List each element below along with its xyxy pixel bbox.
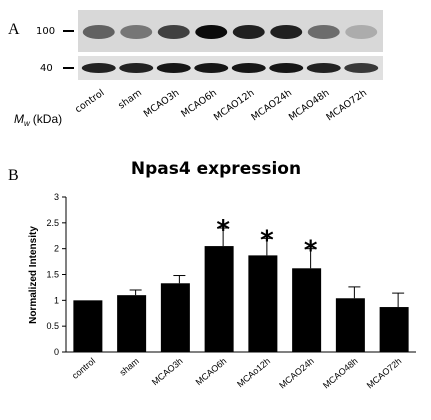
lane-label: MCAO24h bbox=[249, 87, 294, 123]
band-40 bbox=[269, 63, 304, 73]
x-tick-label: MCAO3h bbox=[150, 356, 185, 387]
significance-marker: * bbox=[260, 225, 274, 255]
band-100 bbox=[120, 25, 153, 39]
bar bbox=[204, 246, 234, 352]
bar bbox=[292, 268, 322, 352]
y-tick-label: 1.5 bbox=[46, 270, 59, 280]
band-100 bbox=[195, 25, 228, 39]
band-100 bbox=[345, 25, 378, 39]
bar bbox=[117, 295, 147, 352]
band-40 bbox=[231, 63, 266, 73]
marker-40-label: 40 bbox=[40, 63, 53, 74]
bar bbox=[248, 255, 278, 352]
band-100 bbox=[232, 25, 265, 39]
x-tick-label: MCAO24h bbox=[277, 356, 316, 391]
bar bbox=[379, 307, 409, 352]
y-tick-label: 0 bbox=[54, 347, 59, 357]
y-tick-label: 2 bbox=[54, 244, 59, 254]
band-100 bbox=[82, 25, 115, 39]
lane-label: MCAO3h bbox=[142, 87, 182, 119]
bar bbox=[335, 298, 365, 352]
x-tick-label: sham bbox=[118, 356, 141, 378]
band-40 bbox=[344, 63, 379, 73]
y-tick-label: 3 bbox=[54, 192, 59, 202]
x-tick-label: MCAO48h bbox=[321, 356, 360, 391]
lane-label: sham bbox=[116, 87, 144, 111]
x-tick-label: MCAo12h bbox=[235, 356, 272, 389]
band-40 bbox=[194, 63, 229, 73]
mw-axis-label: Mw (kDa) bbox=[14, 112, 62, 128]
lane-labels: control shamMCAO3hMCAO6hMCAO12hMCAO24hMCA… bbox=[73, 87, 369, 123]
band-100 bbox=[270, 25, 303, 39]
band-40 bbox=[119, 63, 154, 73]
lane-label: MCAO12h bbox=[212, 87, 257, 123]
significance-marker: * bbox=[304, 236, 318, 266]
lane-label: MCAO72h bbox=[324, 87, 369, 123]
panel-b-label: B bbox=[8, 167, 19, 184]
band-100 bbox=[157, 25, 190, 39]
bar bbox=[160, 283, 190, 352]
lane-label: MCAO48h bbox=[287, 87, 332, 123]
lane-label: control bbox=[73, 87, 106, 115]
y-tick-label: 1 bbox=[54, 295, 59, 305]
x-tick-label: control bbox=[70, 356, 97, 381]
marker-100-label: 100 bbox=[36, 26, 55, 37]
bar bbox=[73, 300, 103, 352]
band-40 bbox=[156, 63, 191, 73]
band-100 bbox=[307, 25, 340, 39]
panel-a-label: A bbox=[8, 21, 20, 38]
band-40 bbox=[306, 63, 341, 73]
significance-marker: * bbox=[216, 215, 230, 245]
y-axis-label: Normalized Intensity bbox=[28, 226, 39, 324]
y-tick-label: 0.5 bbox=[46, 321, 59, 331]
blot-bands bbox=[81, 25, 379, 73]
band-40 bbox=[81, 63, 116, 73]
chart-title: Npas4 expression bbox=[131, 159, 301, 179]
x-tick-label: MCAO72h bbox=[365, 356, 404, 391]
bar-chart: 0 0.5 1 1.5 2 2.5 3 control sham MCAO3h * MCAO6h * MC… bbox=[46, 192, 416, 391]
x-tick-label: MCAO6h bbox=[194, 356, 229, 387]
y-tick-label: 2.5 bbox=[46, 218, 59, 228]
